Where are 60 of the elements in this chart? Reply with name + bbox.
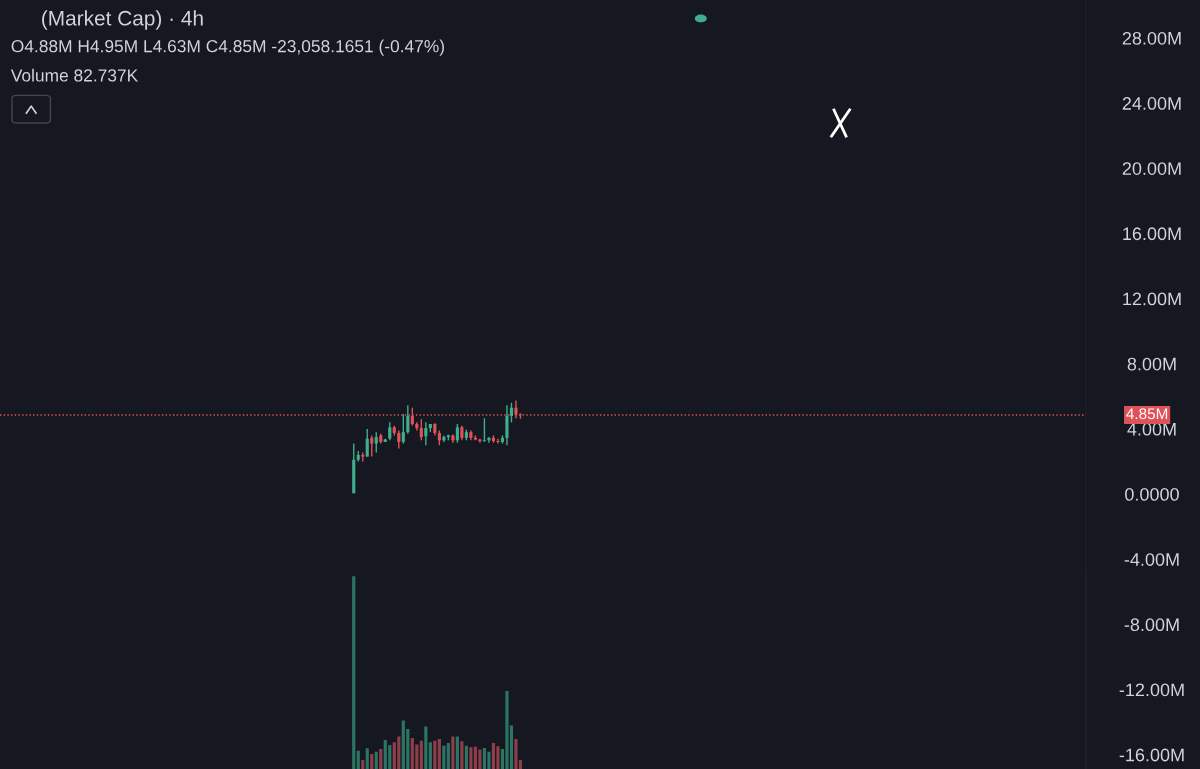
bar xyxy=(379,748,383,769)
candlestick xyxy=(401,413,405,445)
annotation: Volume 82.737K xyxy=(10,68,139,82)
bar xyxy=(428,742,432,769)
bar xyxy=(446,742,450,769)
y-tick-label: 0.0000 xyxy=(1125,487,1179,501)
bar xyxy=(496,746,500,769)
bar xyxy=(433,740,437,769)
candlestick xyxy=(509,402,514,424)
y-tick-label: -12.00M xyxy=(1119,683,1184,697)
y-tick-label: 28.00M xyxy=(1122,31,1181,45)
bar xyxy=(514,738,518,769)
y-tick-label: 20.00M xyxy=(1122,162,1181,175)
y-tick-label: 12.00M xyxy=(1123,292,1181,306)
candlestick xyxy=(419,418,423,441)
bar xyxy=(460,741,464,769)
y-tick-label: -16.00M xyxy=(1119,748,1184,762)
candlestick xyxy=(415,421,419,432)
bar xyxy=(491,742,496,769)
annotation: O4.88M H4.95M L4.63M C4.85M -23,058.1651 (-0.47%) xyxy=(11,39,444,56)
y-tick-label: -4.00M xyxy=(1124,553,1179,566)
bar xyxy=(487,751,491,769)
candlestick xyxy=(365,428,369,458)
y-tick-label: 24.00M xyxy=(1122,97,1181,110)
bar xyxy=(473,746,477,769)
bar xyxy=(505,691,509,769)
bar xyxy=(478,749,482,769)
bar xyxy=(469,747,473,769)
chart-title: (Market Cap) · 4h xyxy=(42,10,203,30)
bar xyxy=(455,736,459,769)
bar xyxy=(410,737,414,769)
candlestick xyxy=(406,404,410,435)
bar xyxy=(356,750,360,769)
ref-line-label: 4.85M xyxy=(1126,408,1168,420)
bar xyxy=(401,720,405,769)
y-tick-label: 8.00M xyxy=(1127,357,1176,371)
bar xyxy=(374,751,378,769)
bar xyxy=(361,759,365,769)
bar xyxy=(419,740,423,769)
candlestick xyxy=(455,423,459,444)
bar xyxy=(464,745,468,769)
bar xyxy=(383,739,387,769)
candlestick xyxy=(424,421,428,446)
bar xyxy=(388,744,392,769)
candlestick xyxy=(370,434,374,458)
bar xyxy=(442,745,446,769)
bar xyxy=(424,726,428,769)
bar xyxy=(365,748,369,769)
y-tick-label: -8.00M xyxy=(1124,618,1179,632)
bar xyxy=(437,738,441,769)
bar xyxy=(451,736,455,769)
bar xyxy=(397,736,401,769)
bar xyxy=(352,576,356,769)
candlestick xyxy=(505,404,509,446)
candlestick xyxy=(496,437,500,445)
candlestick xyxy=(482,417,486,443)
candlestick xyxy=(487,436,491,444)
bar xyxy=(370,753,374,769)
y-tick-label: 16.00M xyxy=(1123,227,1181,241)
candlestick xyxy=(374,431,378,454)
